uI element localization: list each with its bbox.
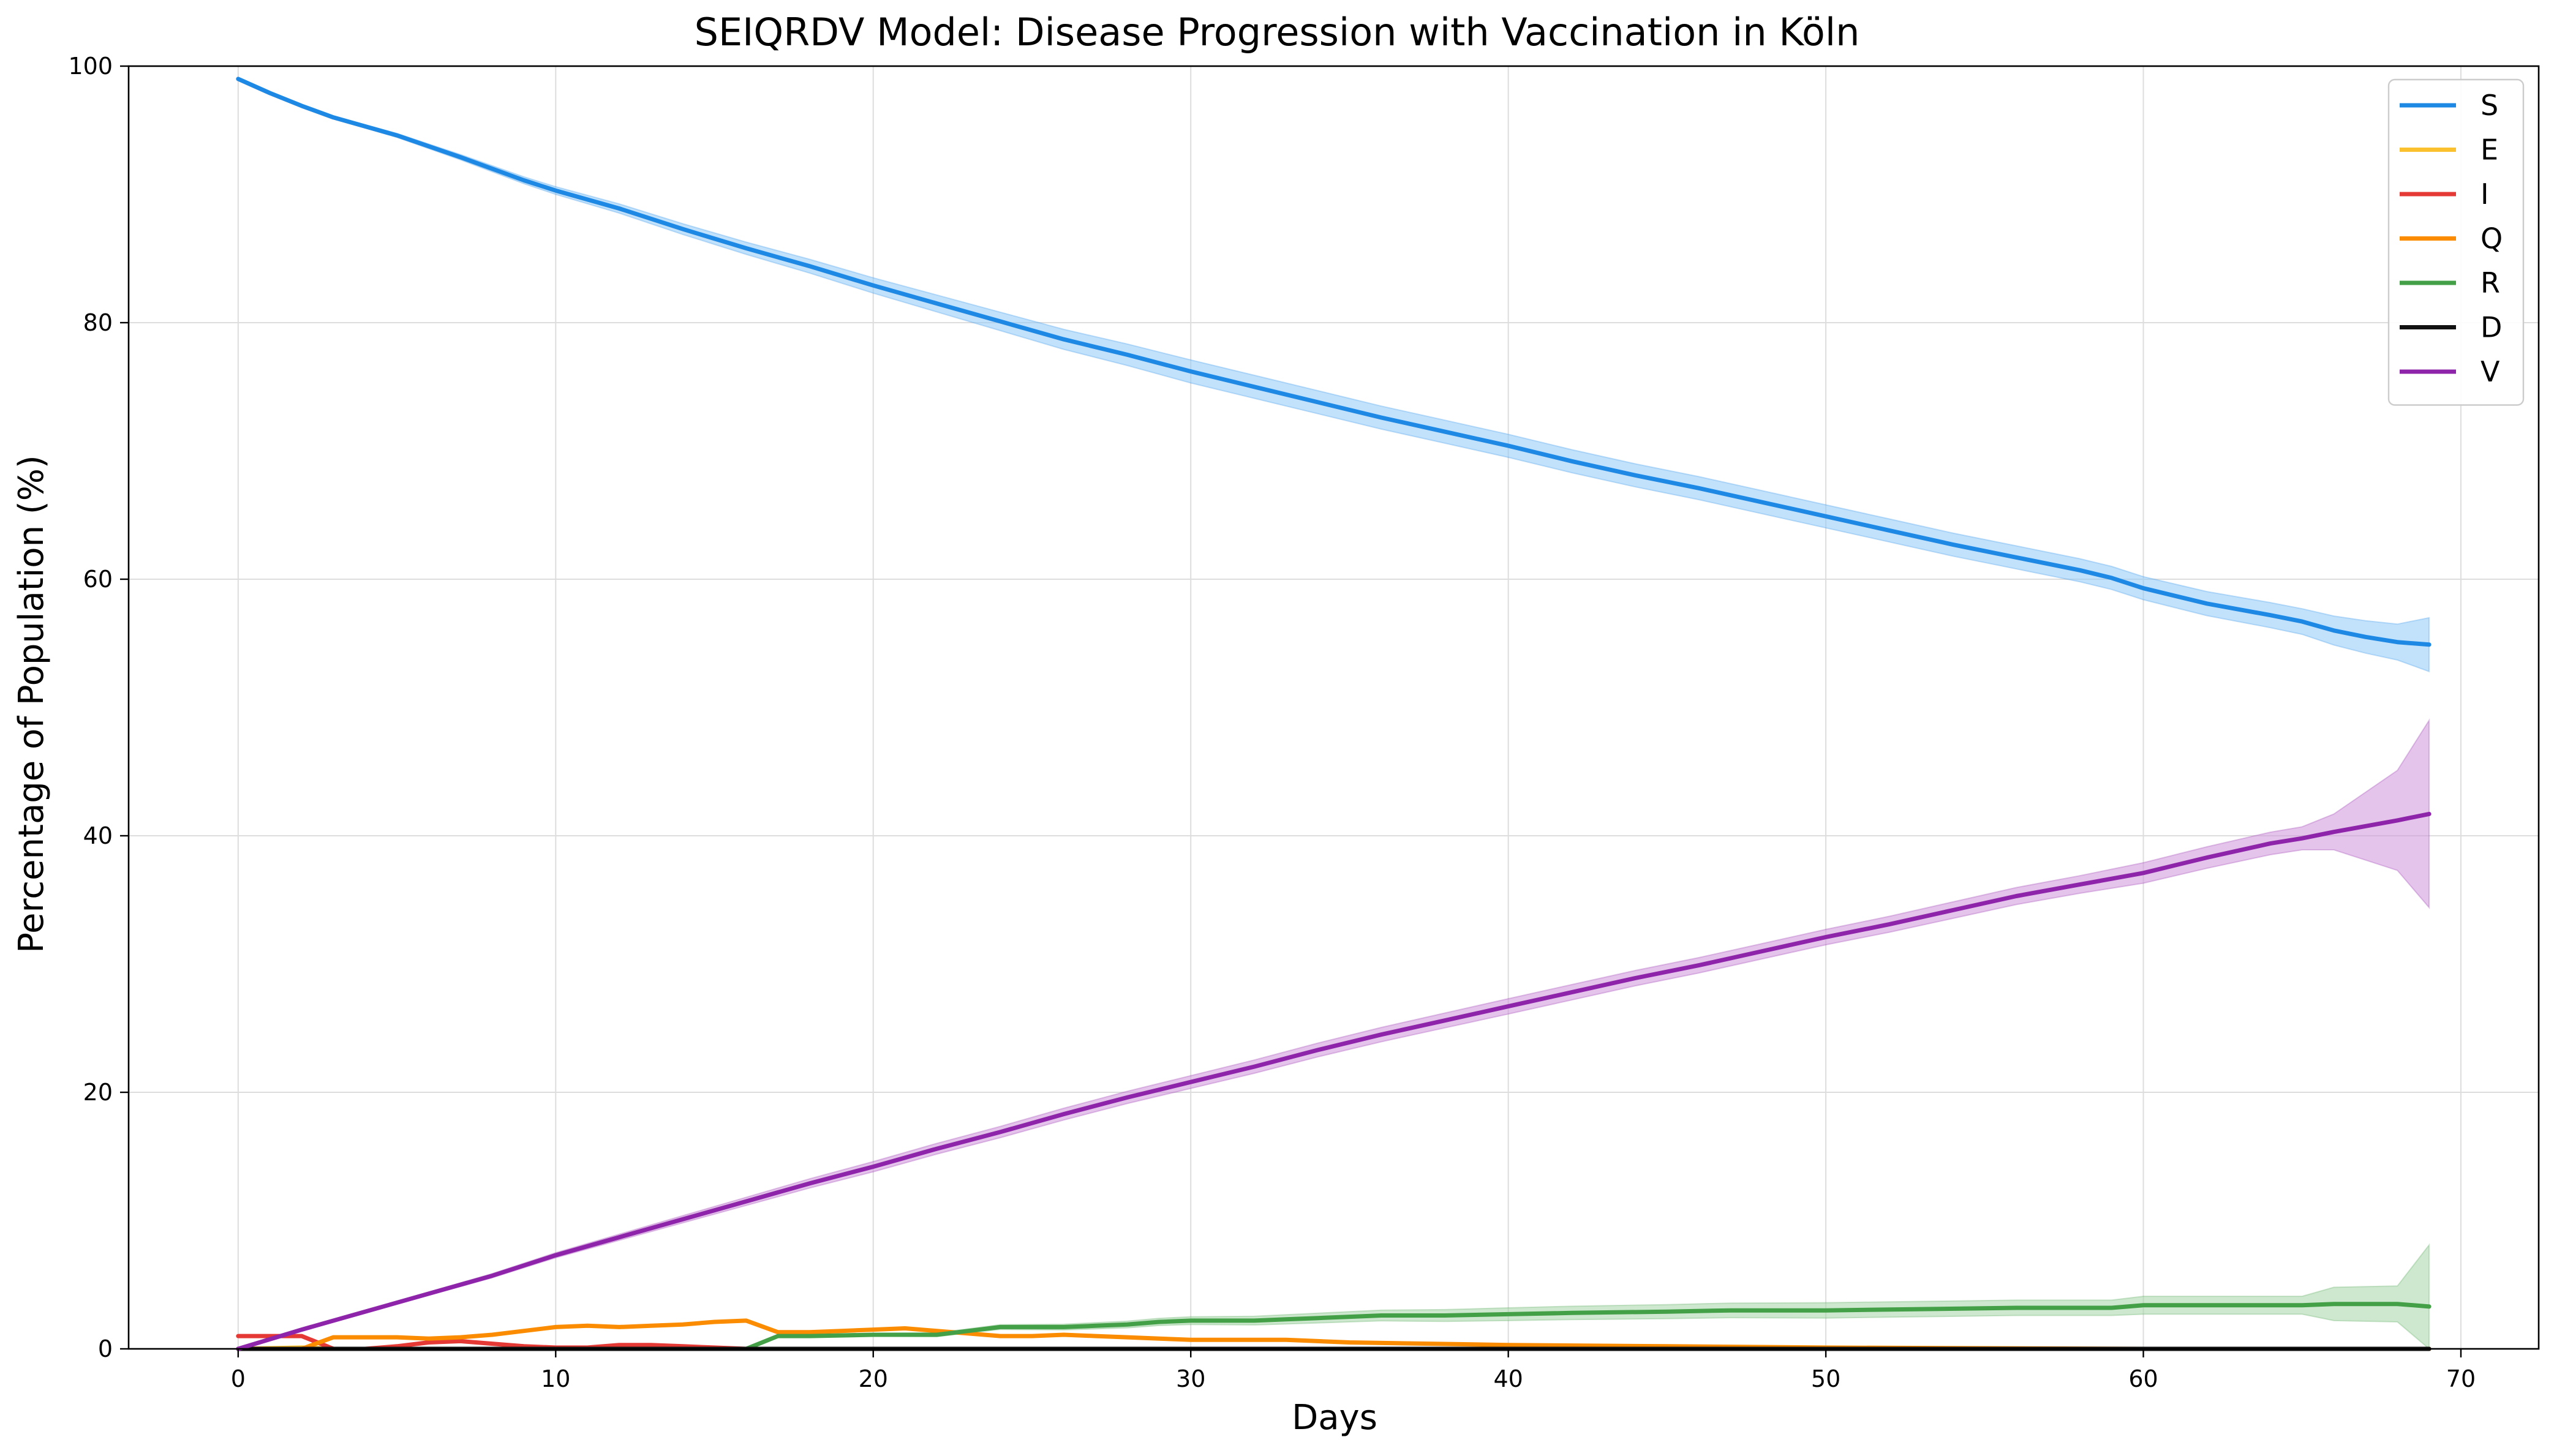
series-line-R xyxy=(236,1302,2432,1351)
legend: SEIQRDV xyxy=(2387,78,2525,406)
y-tick-label: 40 xyxy=(83,822,113,849)
series-line-S xyxy=(236,77,2432,647)
y-tick-label: 60 xyxy=(83,566,113,593)
x-tick-label: 70 xyxy=(2446,1365,2476,1392)
x-tick-label: 20 xyxy=(859,1365,888,1392)
legend-label-D: D xyxy=(2481,311,2502,344)
y-tick-label: 80 xyxy=(83,309,113,336)
y-axis-label: Percentage of Population (%) xyxy=(12,455,51,953)
axis-ticks: 0 10 20 30 40 50 60 70 0 20 40 60 80 100 xyxy=(68,53,2476,1392)
legend-label-Q: Q xyxy=(2481,222,2503,255)
x-tick-label: 10 xyxy=(541,1365,570,1392)
x-axis-label: Days xyxy=(1292,1398,1377,1438)
y-tick-label: 0 xyxy=(98,1335,113,1362)
x-tick-label: 50 xyxy=(1811,1365,1840,1392)
plot-area-frame xyxy=(127,65,2540,1350)
y-tick-label: 100 xyxy=(68,53,113,80)
chart-title: SEIQRDV Model: Disease Progression with … xyxy=(695,10,1860,54)
x-tick-label: 60 xyxy=(2128,1365,2158,1392)
legend-label-S: S xyxy=(2481,89,2498,122)
legend-box xyxy=(2387,78,2525,406)
legend-label-E: E xyxy=(2481,133,2498,167)
series-line-Q xyxy=(236,1318,2432,1351)
series-line-V xyxy=(236,811,2432,1351)
x-tick-label: 0 xyxy=(231,1365,246,1392)
confidence-band-R xyxy=(238,1243,2430,1351)
legend-label-R: R xyxy=(2481,266,2500,299)
legend-label-I: I xyxy=(2481,178,2489,211)
x-tick-label: 40 xyxy=(1493,1365,1523,1392)
x-tick-label: 30 xyxy=(1176,1365,1205,1392)
legend-label-V: V xyxy=(2481,355,2500,388)
y-tick-label: 20 xyxy=(83,1079,113,1106)
